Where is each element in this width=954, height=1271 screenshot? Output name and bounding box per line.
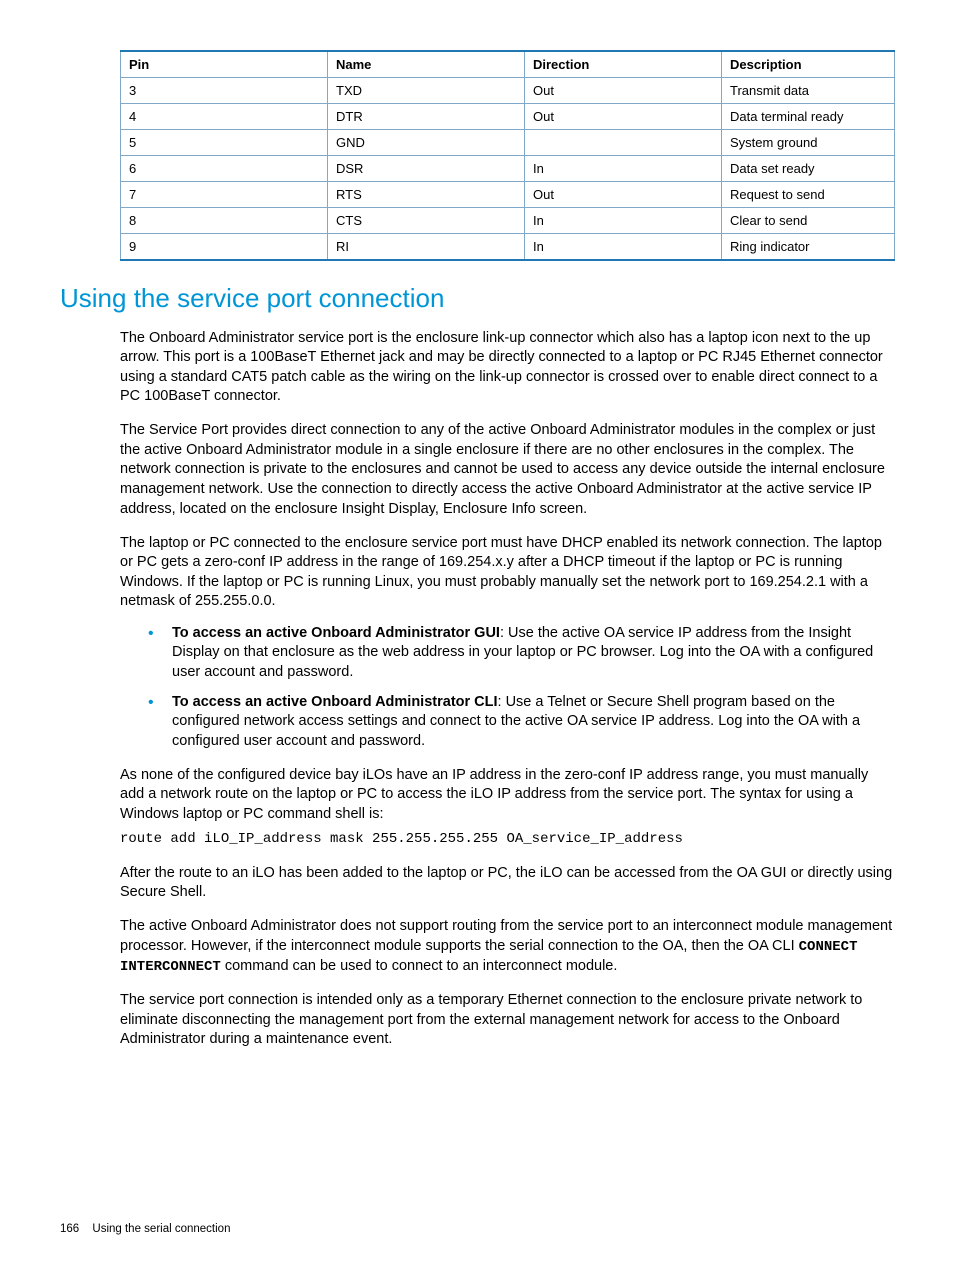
table-header-pin: Pin	[121, 51, 328, 78]
cell-desc: Request to send	[722, 182, 895, 208]
paragraph: The laptop or PC connected to the enclos…	[120, 534, 894, 612]
cell-dir: In	[525, 156, 722, 182]
paragraph: The service port connection is intended …	[120, 991, 894, 1050]
table-row: 5 GND System ground	[121, 130, 895, 156]
cell-name: RI	[328, 234, 525, 261]
cell-desc: System ground	[722, 130, 895, 156]
cell-pin: 9	[121, 234, 328, 261]
section-heading: Using the service port connection	[60, 283, 894, 314]
paragraph-part: The active Onboard Administrator does no…	[120, 918, 892, 954]
cell-pin: 8	[121, 208, 328, 234]
table-row: 7 RTS Out Request to send	[121, 182, 895, 208]
pinout-table: Pin Name Direction Description 3 TXD Out…	[120, 50, 895, 261]
cell-desc: Ring indicator	[722, 234, 895, 261]
cell-name: TXD	[328, 78, 525, 104]
paragraph-part: command can be used to connect to an int…	[221, 958, 618, 974]
table-header-description: Description	[722, 51, 895, 78]
footer-section-title: Using the serial connection	[92, 1223, 230, 1235]
table-header-name: Name	[328, 51, 525, 78]
paragraph: As none of the configured device bay iLO…	[120, 766, 894, 825]
cell-dir: Out	[525, 78, 722, 104]
list-item: To access an active Onboard Administrato…	[140, 693, 894, 752]
cell-name: DTR	[328, 104, 525, 130]
paragraph: The active Onboard Administrator does no…	[120, 917, 894, 976]
cell-pin: 7	[121, 182, 328, 208]
cell-desc: Data set ready	[722, 156, 895, 182]
list-item-lead: To access an active Onboard Administrato…	[172, 625, 500, 641]
cell-pin: 5	[121, 130, 328, 156]
cell-name: RTS	[328, 182, 525, 208]
cell-pin: 6	[121, 156, 328, 182]
paragraph: The Service Port provides direct connect…	[120, 421, 894, 519]
cell-dir: Out	[525, 104, 722, 130]
table-row: 8 CTS In Clear to send	[121, 208, 895, 234]
page-footer: 166 Using the serial connection	[60, 1223, 230, 1235]
cell-dir: In	[525, 208, 722, 234]
table-header-row: Pin Name Direction Description	[121, 51, 895, 78]
cell-pin: 4	[121, 104, 328, 130]
cell-desc: Transmit data	[722, 78, 895, 104]
cell-desc: Clear to send	[722, 208, 895, 234]
cell-name: CTS	[328, 208, 525, 234]
cell-pin: 3	[121, 78, 328, 104]
page-number: 166	[60, 1223, 79, 1235]
table-row: 6 DSR In Data set ready	[121, 156, 895, 182]
document-page: Pin Name Direction Description 3 TXD Out…	[0, 0, 954, 1271]
table-row: 9 RI In Ring indicator	[121, 234, 895, 261]
table-header-direction: Direction	[525, 51, 722, 78]
cell-dir	[525, 130, 722, 156]
paragraph: The Onboard Administrator service port i…	[120, 329, 894, 407]
list-item: To access an active Onboard Administrato…	[140, 624, 894, 683]
cell-dir: In	[525, 234, 722, 261]
cell-desc: Data terminal ready	[722, 104, 895, 130]
cell-name: DSR	[328, 156, 525, 182]
table-row: 3 TXD Out Transmit data	[121, 78, 895, 104]
list-item-lead: To access an active Onboard Administrato…	[172, 694, 498, 710]
table-row: 4 DTR Out Data terminal ready	[121, 104, 895, 130]
cell-dir: Out	[525, 182, 722, 208]
code-line: route add iLO_IP_address mask 255.255.25…	[120, 830, 894, 849]
paragraph: After the route to an iLO has been added…	[120, 864, 894, 903]
cell-name: GND	[328, 130, 525, 156]
bullet-list: To access an active Onboard Administrato…	[140, 624, 894, 751]
